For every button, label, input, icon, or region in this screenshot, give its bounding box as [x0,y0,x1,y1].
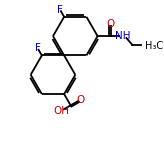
Text: F: F [35,43,41,53]
Text: NH: NH [115,31,130,41]
Text: H₃C: H₃C [145,41,163,51]
Text: O: O [106,19,115,29]
Text: O: O [76,95,84,105]
Text: OH: OH [53,106,69,116]
Text: F: F [57,5,63,15]
